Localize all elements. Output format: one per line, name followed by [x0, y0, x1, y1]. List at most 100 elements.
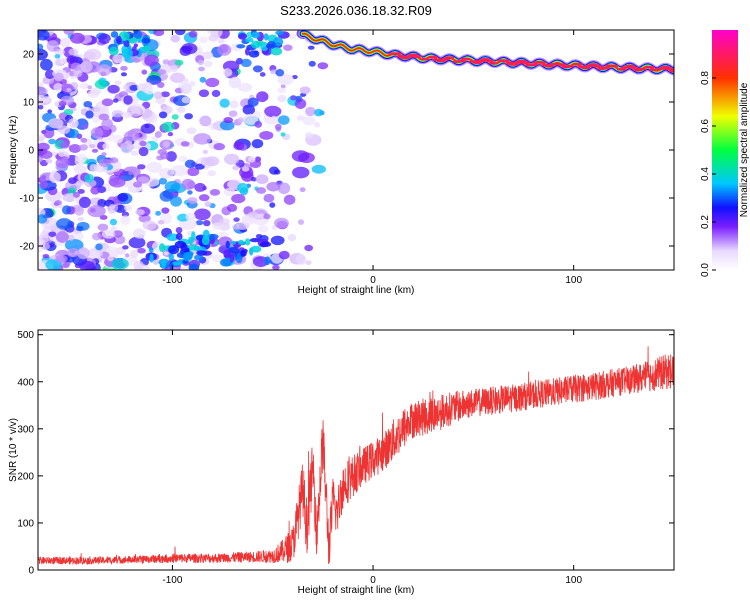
colorbar-ticks: 0.0 0.2 0.4 0.6 0.8	[700, 71, 716, 277]
figure-title: S233.2026.036.18.32.R09	[280, 3, 432, 18]
noise-blob	[107, 84, 120, 94]
noise-blob	[292, 166, 310, 179]
signal-track-peak	[600, 66, 611, 70]
noise-blob	[41, 242, 51, 250]
noise-blob	[48, 138, 57, 145]
noise-blob	[254, 120, 263, 128]
noise-blob	[153, 30, 165, 37]
noise-blob	[157, 69, 167, 75]
noise-blob	[98, 158, 111, 167]
colorbar: 0.0 0.2 0.4 0.6 0.8 Normalized spectral ampl…	[700, 30, 750, 277]
noise-blob	[80, 61, 93, 73]
noise-blob	[90, 127, 104, 139]
noise-blob	[91, 148, 99, 153]
noise-blob	[106, 121, 113, 127]
noise-blob	[57, 125, 71, 135]
signal-track-peak	[520, 61, 531, 65]
noise-blob	[242, 104, 256, 115]
noise-blob	[120, 72, 128, 77]
spectrogram-ytick-label: 10	[23, 98, 35, 109]
noise-blob	[58, 100, 67, 107]
signal-track-peak	[664, 67, 674, 71]
noise-blob	[278, 250, 290, 260]
noise-cluster-blob	[235, 253, 243, 264]
noise-blob	[161, 207, 170, 214]
noise-blob	[208, 34, 219, 42]
noise-blob	[198, 66, 205, 72]
noise-blob	[84, 174, 94, 183]
noise-blob	[197, 59, 204, 66]
noise-blob	[271, 115, 277, 120]
noise-blob	[199, 36, 208, 44]
noise-blob	[186, 127, 197, 135]
noise-cluster-blob	[133, 43, 139, 48]
noise-blob	[203, 60, 213, 68]
snr-x-ticks: -100 0 100	[162, 330, 582, 586]
noise-blob	[78, 144, 88, 151]
noise-blob	[114, 80, 122, 85]
noise-blob	[156, 81, 165, 88]
noise-cluster-blob	[196, 250, 208, 256]
noise-blob	[193, 133, 212, 145]
noise-blob	[314, 121, 320, 128]
noise-blob	[101, 98, 114, 107]
noise-blob	[72, 191, 80, 198]
noise-blob	[229, 100, 239, 109]
noise-blob	[109, 204, 116, 210]
noise-cluster-blob	[174, 240, 187, 249]
signal-track-peak	[564, 64, 575, 68]
spectrogram-ytick-label: -10	[20, 194, 35, 205]
noise-blob	[174, 30, 186, 36]
noise-blob	[176, 106, 186, 114]
noise-blob	[40, 150, 53, 159]
noise-cluster-blob	[148, 247, 154, 253]
noise-blob	[39, 180, 49, 190]
noise-blob	[94, 79, 108, 90]
noise-blob	[146, 75, 162, 85]
noise-blob	[61, 205, 72, 215]
noise-blob	[56, 218, 73, 230]
noise-cluster-blob	[245, 37, 254, 43]
signal-track-peak	[644, 65, 655, 69]
noise-cluster-blob	[110, 31, 119, 38]
noise-blob	[183, 78, 189, 83]
noise-blob	[38, 214, 48, 224]
noise-blob	[294, 98, 307, 110]
noise-cluster-blob	[123, 39, 130, 48]
noise-blob	[75, 225, 84, 232]
noise-blob	[195, 163, 205, 170]
signal-track-peak	[548, 62, 559, 66]
noise-blob	[72, 69, 83, 78]
noise-blob	[200, 157, 210, 166]
noise-blob	[122, 111, 133, 119]
noise-blob	[135, 209, 145, 216]
noise-blob	[51, 151, 58, 156]
noise-blob	[170, 72, 186, 84]
colorbar-tick-label: 0.2	[700, 215, 711, 229]
snr-ytick-label: 100	[17, 518, 34, 529]
noise-blob	[132, 113, 139, 118]
noise-blob	[277, 182, 291, 195]
noise-blob	[211, 89, 221, 98]
noise-blob	[63, 151, 70, 157]
snr-ytick-label: 300	[17, 424, 34, 435]
spectrogram-xtick-label: 100	[565, 275, 582, 286]
noise-blob	[304, 132, 314, 139]
noise-blob	[241, 171, 254, 182]
noise-blob	[67, 256, 75, 263]
noise-blob	[264, 105, 282, 118]
noise-blob	[256, 187, 267, 194]
snr-ytick-label: 500	[17, 330, 34, 341]
colorbar-tick-label: 0.6	[700, 119, 711, 133]
noise-blob	[263, 213, 271, 220]
noise-blob	[155, 210, 162, 216]
noise-cluster-blob	[264, 256, 271, 266]
noise-blob	[101, 152, 107, 157]
noise-blob	[259, 72, 266, 77]
noise-cluster-blob	[270, 47, 283, 56]
colorbar-tick-label: 0.8	[700, 71, 711, 85]
noise-blob	[158, 111, 168, 119]
noise-blob	[59, 37, 71, 48]
noise-blob	[185, 212, 196, 221]
noise-cluster-blob	[182, 251, 193, 262]
